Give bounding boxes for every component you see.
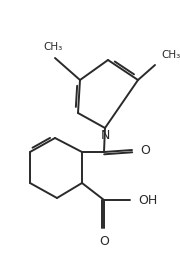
Text: OH: OH (138, 193, 157, 206)
Text: O: O (99, 235, 109, 248)
Text: O: O (140, 144, 150, 157)
Text: N: N (100, 129, 110, 142)
Text: CH₃: CH₃ (43, 42, 63, 52)
Text: CH₃: CH₃ (161, 50, 180, 60)
